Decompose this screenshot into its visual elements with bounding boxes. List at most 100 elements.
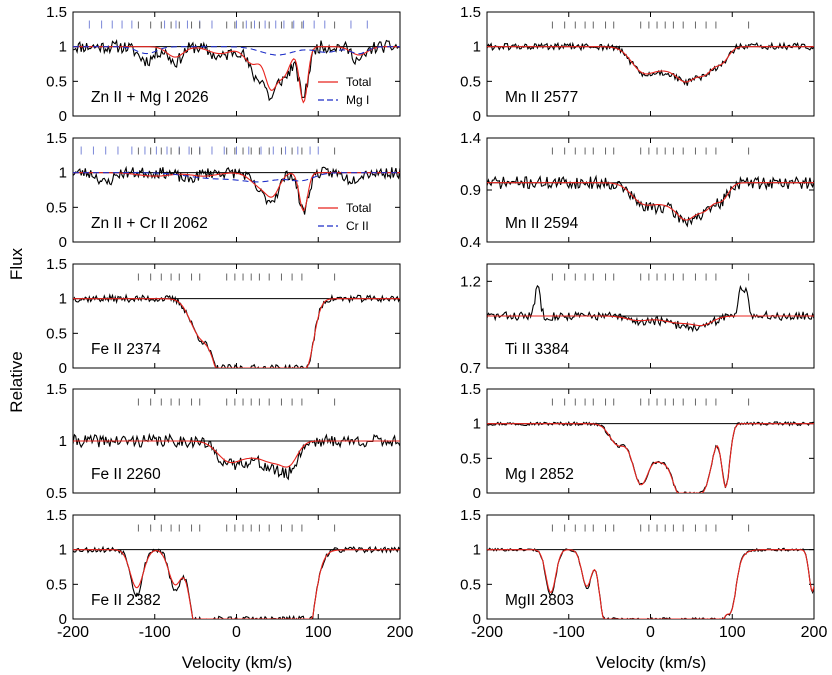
panel-label: MgII 2803 — [505, 592, 574, 609]
y-tick-label: 1 — [59, 291, 67, 308]
panels-group: 0 0.5 1 1.5 Zn II + Mg I 2026 Total Mg I 0 0.5 1 1… — [46, 4, 827, 641]
panel-label: Mn II 2577 — [505, 89, 578, 106]
y-tick-label: 0.5 — [46, 325, 67, 342]
series-data — [487, 284, 814, 333]
x-tick-label: 200 — [387, 624, 414, 641]
y-tick-label: 0.5 — [46, 73, 67, 90]
y-tick-label: 1.5 — [46, 256, 67, 273]
x-tick-label: -200 — [471, 624, 503, 641]
y-tick-label: 1.2 — [460, 273, 481, 290]
x-tick-label: 200 — [801, 624, 828, 641]
panel-2: 0 0.5 1 1.5 Fe II 2374 — [46, 256, 401, 377]
plot-content — [487, 21, 814, 86]
series-total — [487, 46, 814, 83]
series-data — [487, 41, 814, 86]
plot-content — [487, 147, 814, 228]
plot-content — [487, 524, 814, 619]
series-data — [73, 38, 400, 102]
plot-content — [73, 20, 400, 104]
plot-content — [73, 524, 400, 619]
series-total — [73, 549, 400, 619]
y-tick-label: 0.9 — [460, 182, 481, 199]
series-total — [73, 298, 400, 368]
y-tick-label: 0.4 — [460, 234, 481, 251]
y-tick-label: 1.5 — [460, 4, 481, 21]
y-tick-label: 1 — [473, 542, 481, 559]
panel-3: 0.5 1 1.5 Fe II 2260 — [46, 381, 401, 502]
panel-6: 0.4 0.9 1.4 Mn II 2594 — [460, 130, 815, 251]
panel-label: Mg I 2852 — [505, 466, 574, 483]
x-tick-label: 0 — [646, 624, 655, 641]
panel-8: 0 0.5 1 1.5 Mg I 2852 — [460, 381, 815, 502]
plot-content — [73, 398, 400, 481]
plot-content — [73, 273, 400, 368]
panel-9: -200 -100 0 100 200 0 0.5 1 1.5 MgII 2803 — [460, 507, 827, 641]
panel-label: Fe II 2374 — [91, 341, 161, 358]
x-axis-label-right: Velocity (km/s) — [596, 653, 707, 672]
series-cr-ii — [73, 172, 400, 183]
series-data — [73, 545, 400, 619]
panel-label: Zn II + Mg I 2026 — [91, 89, 209, 106]
y-tick-label: 1.5 — [46, 381, 67, 398]
x-tick-label: -100 — [553, 624, 585, 641]
panel-7: 0.7 1.2 Ti II 3384 — [460, 263, 815, 377]
y-tick-label: 0 — [473, 108, 481, 125]
x-tick-label: -100 — [139, 624, 171, 641]
y-tick-label: 0.5 — [460, 73, 481, 90]
y-tick-label: 0.7 — [460, 360, 481, 377]
y-tick-label: 1.5 — [46, 507, 67, 524]
series-total — [73, 46, 400, 104]
plot-content — [487, 273, 814, 333]
y-tick-label: 1 — [473, 39, 481, 56]
series-data — [73, 293, 400, 368]
y-tick-label: 0.5 — [46, 576, 67, 593]
y-tick-label: 0.5 — [460, 450, 481, 467]
y-tick-label: 0.5 — [460, 576, 481, 593]
y-tick-label: 1.5 — [460, 507, 481, 524]
panel-0: 0 0.5 1 1.5 Zn II + Mg I 2026 Total Mg I — [46, 4, 401, 125]
y-tick-label: 1.5 — [46, 130, 67, 147]
legend-label: Mg I — [346, 93, 369, 107]
y-axis-label-relative: Relative — [7, 351, 26, 412]
panel-label: Zn II + Cr II 2062 — [91, 215, 208, 232]
x-tick-label: -200 — [57, 624, 89, 641]
y-tick-label: 1 — [59, 433, 67, 450]
x-tick-label: 100 — [719, 624, 746, 641]
series-total — [73, 440, 400, 468]
x-axis-label-left: Velocity (km/s) — [182, 653, 293, 672]
legend-label: Cr II — [346, 219, 369, 233]
panel-5: 0 0.5 1 1.5 Mn II 2577 — [460, 4, 815, 125]
series-total — [487, 423, 814, 493]
panel-4: -200 -100 0 100 200 0 0.5 1 1.5 Fe II 2382 — [46, 507, 413, 641]
series-mg-i — [73, 46, 400, 56]
y-tick-label: 0 — [59, 108, 67, 125]
plot-content — [73, 146, 400, 215]
x-tick-label: 0 — [232, 624, 241, 641]
y-tick-label: 0 — [473, 485, 481, 502]
plot-content — [487, 398, 814, 493]
y-tick-label: 0.5 — [46, 199, 67, 216]
series-data — [487, 547, 814, 619]
y-tick-label: 1.5 — [460, 381, 481, 398]
panel-label: Mn II 2594 — [505, 215, 579, 232]
panel-label: Fe II 2382 — [91, 592, 161, 609]
series-data — [487, 420, 814, 493]
y-tick-label: 0 — [473, 611, 481, 628]
panel-label: Fe II 2260 — [91, 466, 161, 483]
series-total — [487, 315, 814, 327]
y-tick-label: 0.5 — [46, 485, 67, 502]
y-tick-label: 0 — [59, 360, 67, 377]
y-tick-label: 1.4 — [460, 130, 481, 147]
legend-label: Total — [346, 201, 371, 215]
y-tick-label: 0 — [59, 234, 67, 251]
y-tick-label: 0 — [59, 611, 67, 628]
panel-1: 0 0.5 1 1.5 Zn II + Cr II 2062 Total Cr II — [46, 130, 401, 251]
y-tick-label: 1 — [59, 165, 67, 182]
series-total — [487, 549, 814, 619]
y-tick-label: 1 — [59, 39, 67, 56]
y-tick-label: 1 — [473, 416, 481, 433]
series-total — [487, 182, 814, 221]
legend-label: Total — [346, 75, 371, 89]
y-tick-label: 1 — [59, 542, 67, 559]
